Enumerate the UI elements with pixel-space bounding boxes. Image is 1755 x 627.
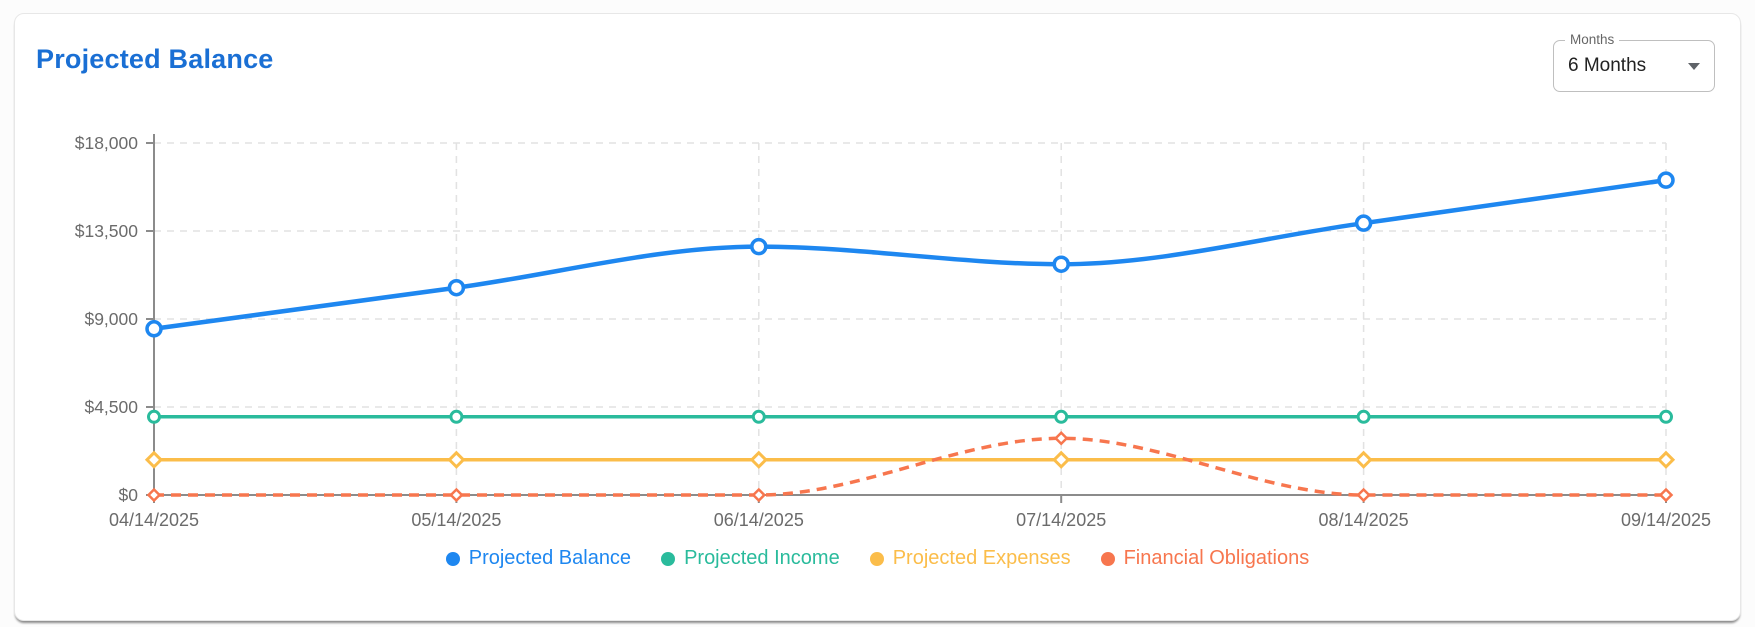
legend-label: Projected Expenses (892, 547, 1071, 569)
x-tick-label: 08/14/2025 (1319, 510, 1409, 530)
series-financial-obligations (146, 431, 1674, 503)
legend-label: Projected Income (684, 547, 840, 569)
x-tick-label: 07/14/2025 (1016, 510, 1106, 530)
data-point-marker (447, 450, 466, 469)
series-projected-income (147, 409, 1673, 424)
series-projected-balance (145, 171, 1675, 338)
legend-dot-icon (445, 551, 460, 566)
data-point-marker (147, 409, 161, 424)
data-point-marker (1054, 409, 1069, 424)
data-point-marker (145, 320, 163, 338)
data-point-marker (1356, 487, 1371, 503)
data-point-marker (1354, 450, 1373, 469)
y-tick-label: $0 (119, 485, 139, 505)
projected-balance-card: Projected Balance Months 6 Months $0 $4,5… (14, 13, 1741, 621)
months-select-value: 6 Months (1568, 55, 1647, 76)
legend-dot-icon (1100, 551, 1115, 566)
series-projected-expenses (144, 450, 1676, 469)
data-point-marker (750, 237, 768, 256)
legend-dot-icon (661, 551, 676, 566)
data-point-marker (1356, 409, 1371, 424)
legend-item-financial-obligations[interactable]: Financial Obligations (1100, 547, 1310, 570)
months-select[interactable]: Months 6 Months (1553, 32, 1715, 92)
data-point-marker (1354, 214, 1373, 232)
data-point-marker (1053, 431, 1069, 446)
data-point-marker (751, 487, 767, 503)
chevron-down-icon (1688, 62, 1700, 70)
series-line (154, 436, 1666, 497)
line-chart-canvas: $0 $4,500 $9,000 $13,500 $18,000 04/14/2025 05… (75, 133, 1711, 530)
data-point-marker (1659, 409, 1673, 424)
data-point-marker (146, 487, 162, 503)
data-point-marker (449, 487, 464, 503)
card-header: Projected Balance Months 6 Months (36, 32, 1719, 96)
data-point-marker (751, 409, 766, 424)
data-point-marker (749, 450, 768, 469)
legend-item-projected-balance[interactable]: Projected Balance (445, 547, 632, 570)
y-tick-label: $9,000 (84, 309, 138, 329)
x-tick-label: 04/14/2025 (109, 510, 199, 530)
months-select-label: Months (1565, 32, 1620, 49)
x-tick-label: 09/14/2025 (1621, 510, 1711, 530)
data-point-marker (1658, 487, 1674, 503)
axes (146, 134, 1667, 503)
page-title: Projected Balance (36, 44, 274, 74)
data-point-marker (449, 409, 464, 424)
data-point-marker (1656, 450, 1676, 469)
gridlines (154, 142, 1667, 495)
y-tick-label: $13,500 (75, 221, 139, 241)
y-tick-label: $18,000 (75, 133, 139, 153)
chart-area: $0 $4,500 $9,000 $13,500 $18,000 04/14/2025 05… (36, 98, 1719, 535)
data-point-marker (144, 450, 164, 469)
series-line (153, 177, 1667, 332)
legend-item-projected-income[interactable]: Projected Income (661, 547, 840, 570)
legend-label: Financial Obligations (1123, 547, 1310, 569)
y-tick-label: $4,500 (84, 397, 138, 417)
data-point-marker (1657, 171, 1675, 189)
tick-labels: $0 $4,500 $9,000 $13,500 $18,000 04/14/2025 05… (75, 133, 1711, 530)
x-tick-label: 06/14/2025 (714, 510, 804, 530)
data-point-marker (1052, 255, 1070, 273)
data-point-marker (1052, 450, 1071, 469)
chart-legend: Projected Balance Projected Income Project… (36, 547, 1719, 570)
legend-dot-icon (869, 551, 884, 566)
legend-label: Projected Balance (468, 547, 632, 569)
x-tick-label: 05/14/2025 (411, 510, 501, 530)
data-point-marker (447, 278, 466, 297)
legend-item-projected-expenses[interactable]: Projected Expenses (869, 547, 1071, 570)
